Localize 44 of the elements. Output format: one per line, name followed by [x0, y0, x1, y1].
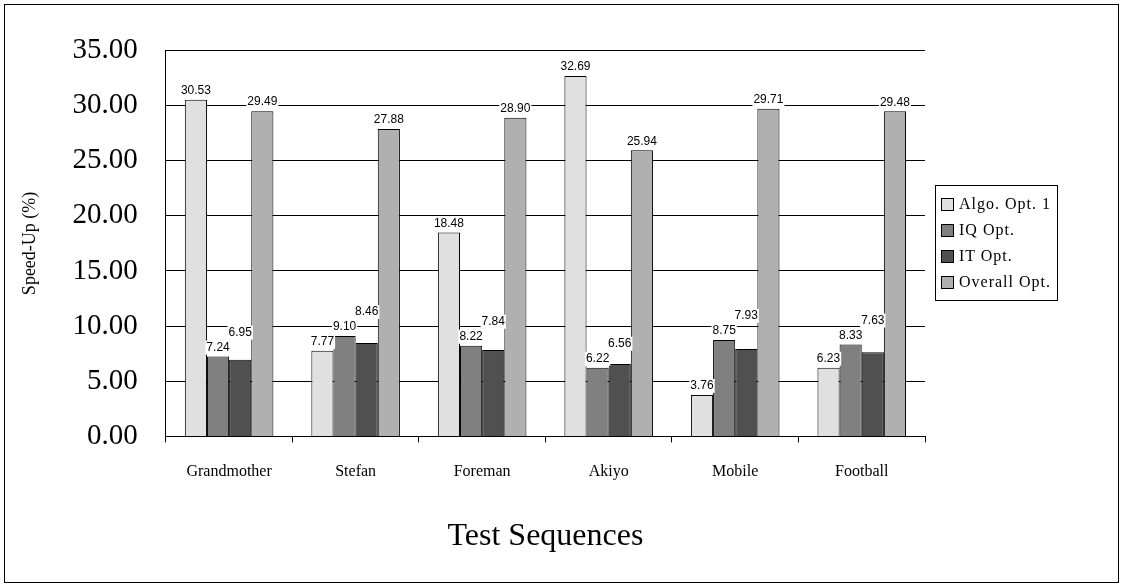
data-label: 29.49	[247, 94, 278, 109]
x-tick-label: Grandmother	[186, 462, 273, 480]
x-tick-label: Foreman	[453, 462, 511, 480]
data-label: 8.22	[459, 329, 484, 344]
x-tick-label: Stefan	[335, 462, 377, 480]
data-label: 25.94	[626, 133, 658, 148]
y-tick-label: 10.00	[72, 307, 138, 340]
y-tick-label: 5.00	[87, 362, 138, 395]
data-label: 8.75	[712, 323, 737, 338]
data-label: 7.84	[481, 314, 506, 329]
data-label: 18.48	[433, 215, 465, 230]
legend-label: IQ Opt.	[959, 221, 1015, 240]
data-label: 6.95	[228, 324, 253, 339]
data-label: 7.63	[861, 312, 885, 327]
data-label: 3.76	[690, 378, 714, 393]
x-tick-label: Football	[835, 462, 889, 480]
data-label: 7.77	[310, 334, 335, 349]
y-tick-label: 35.00	[72, 32, 138, 65]
y-tick-label: 25.00	[72, 142, 138, 175]
data-label: 29.71	[753, 92, 784, 107]
y-tick-label: 15.00	[72, 252, 138, 285]
y-axis-title: Speed-Up (%)	[18, 191, 40, 296]
data-label: 30.53	[180, 83, 212, 98]
legend-label: Algo. Opt. 1	[959, 195, 1051, 214]
y-tick-label: 0.00	[87, 418, 138, 451]
data-label: 9.10	[332, 319, 357, 334]
data-label: 8.46	[355, 304, 379, 319]
x-axis-title: Test Sequences	[447, 516, 644, 553]
data-label: 29.48	[879, 94, 911, 109]
data-label: 7.93	[734, 308, 759, 323]
data-label: 32.69	[560, 59, 591, 74]
data-label: 6.23	[816, 351, 841, 365]
y-tick-label: 30.00	[72, 87, 138, 120]
legend-label: Overall Opt.	[959, 273, 1051, 292]
data-label: 6.22	[585, 351, 610, 366]
data-label: 28.90	[500, 100, 531, 115]
data-label: 7.24	[206, 339, 231, 354]
x-tick-label: Mobile	[712, 462, 759, 480]
x-tick-label: Akiyo	[588, 462, 629, 481]
data-label: 27.88	[373, 112, 405, 127]
data-label: 8.33	[838, 327, 863, 342]
legend-label: IT Opt.	[959, 247, 1013, 266]
data-label: 6.56	[608, 336, 632, 351]
y-tick-label: 20.00	[72, 197, 138, 230]
